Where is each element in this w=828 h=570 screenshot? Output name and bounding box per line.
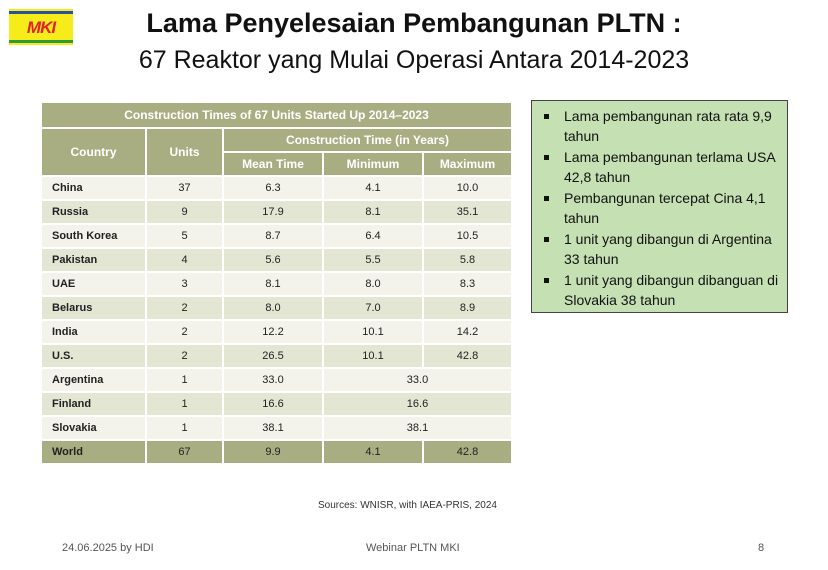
table-cell: 33.0 [222,367,324,393]
table-cell: 3 [145,271,224,297]
table-cell: 10.0 [422,175,513,201]
table-cell: 8.0 [322,271,424,297]
table-cell: 4.1 [322,439,424,465]
table-cell: Pakistan [40,247,147,273]
note-item: Lama pembangunan terlama USA 42,8 tahun [538,148,779,187]
header-construction-time: Construction Time (in Years) [222,127,513,153]
table-row: Russia 9 17.9 8.1 35.1 [40,199,513,225]
table-cell: South Korea [40,223,147,249]
header-max: Maximum [422,151,513,177]
table-row: Pakistan 4 5.6 5.5 5.8 [40,247,513,273]
header-mean: Mean Time [222,151,324,177]
table-cell: 33.0 [322,367,513,393]
table-row: South Korea 5 8.7 6.4 10.5 [40,223,513,249]
table-cell: Finland [40,391,147,417]
table-cell: 5.8 [422,247,513,273]
table-row: Finland 1 16.6 16.6 [40,391,513,417]
table-cell: 8.1 [322,199,424,225]
page-number: 8 [758,542,765,554]
header-min: Minimum [322,151,424,177]
table-cell: 1 [145,391,224,417]
table-cell: China [40,175,147,201]
table-cell: 38.1 [222,415,324,441]
table-cell: World [40,439,147,465]
table-cell: Slovakia [40,415,147,441]
table-cell: 42.8 [422,343,513,369]
table-cell: 38.1 [322,415,513,441]
table-cell: 17.9 [222,199,324,225]
table-source: Sources: WNISR, with IAEA-PRIS, 2024 [318,500,497,511]
table-cell: 10.1 [322,343,424,369]
table-row: UAE 3 8.1 8.0 8.3 [40,271,513,297]
table-cell: Russia [40,199,147,225]
table-cell: 8.1 [222,271,324,297]
table-cell: 37 [145,175,224,201]
table-cell: 16.6 [222,391,324,417]
table-cell: 4.1 [322,175,424,201]
table-cell: 12.2 [222,319,324,345]
table-cell: 8.3 [422,271,513,297]
table-row: U.S. 2 26.5 10.1 42.8 [40,343,513,369]
summary-notes: Lama pembangunan rata rata 9,9 tahun Lama… [531,100,788,313]
table-row: Slovakia 1 38.1 38.1 [40,415,513,441]
note-item: 1 unit yang dibangun di Argentina 33 tah… [538,230,779,269]
table-cell: 2 [145,295,224,321]
header-units: Units [145,127,224,177]
note-item: Lama pembangunan rata rata 9,9 tahun [538,107,779,146]
table-row: Argentina 1 33.0 33.0 [40,367,513,393]
table-cell: 67 [145,439,224,465]
logo-text: MKI [26,18,56,37]
table-cell: 8.0 [222,295,324,321]
table-cell: 10.1 [322,319,424,345]
note-item: 1 unit yang dibangun dibanguan di Slovak… [538,271,779,310]
table-cell: 8.9 [422,295,513,321]
slide-title: Lama Penyelesaian Pembangunan PLTN : [146,8,682,38]
table-cell: 9 [145,199,224,225]
construction-times-table: Construction Times of 67 Units Started U… [40,101,513,465]
table-cell: 6.3 [222,175,324,201]
mki-logo: MKI [9,9,73,45]
table-cell: 7.0 [322,295,424,321]
table-cell: 5.5 [322,247,424,273]
footer-date: 24.06.2025 by HDI [62,542,154,554]
table-cell: 42.8 [422,439,513,465]
table-cell: 4 [145,247,224,273]
table-cell: 1 [145,415,224,441]
slide-subtitle: 67 Reaktor yang Mulai Operasi Antara 201… [138,46,690,74]
table-cell: 14.2 [422,319,513,345]
table-cell: 2 [145,343,224,369]
table-cell: Argentina [40,367,147,393]
table-cell: U.S. [40,343,147,369]
table-cell: 35.1 [422,199,513,225]
table-cell: 5 [145,223,224,249]
footer-center: Webinar PLTN MKI [366,542,460,554]
note-item: Pembangunan tercepat Cina 4,1 tahun [538,189,779,228]
table-row: China 37 6.3 4.1 10.0 [40,175,513,201]
table-cell: UAE [40,271,147,297]
table-cell: 5.6 [222,247,324,273]
world-total-row: World 67 9.9 4.1 42.8 [40,439,513,465]
table-cell: India [40,319,147,345]
table-row: Belarus 2 8.0 7.0 8.9 [40,295,513,321]
table-cell: 16.6 [322,391,513,417]
table-cell: 9.9 [222,439,324,465]
table-cell: Belarus [40,295,147,321]
table-cell: 6.4 [322,223,424,249]
table-row: India 2 12.2 10.1 14.2 [40,319,513,345]
table-cell: 10.5 [422,223,513,249]
header-country: Country [40,127,147,177]
table-cell: 2 [145,319,224,345]
table-cell: 1 [145,367,224,393]
table-caption: Construction Times of 67 Units Started U… [40,101,513,129]
table-cell: 26.5 [222,343,324,369]
table-cell: 8.7 [222,223,324,249]
